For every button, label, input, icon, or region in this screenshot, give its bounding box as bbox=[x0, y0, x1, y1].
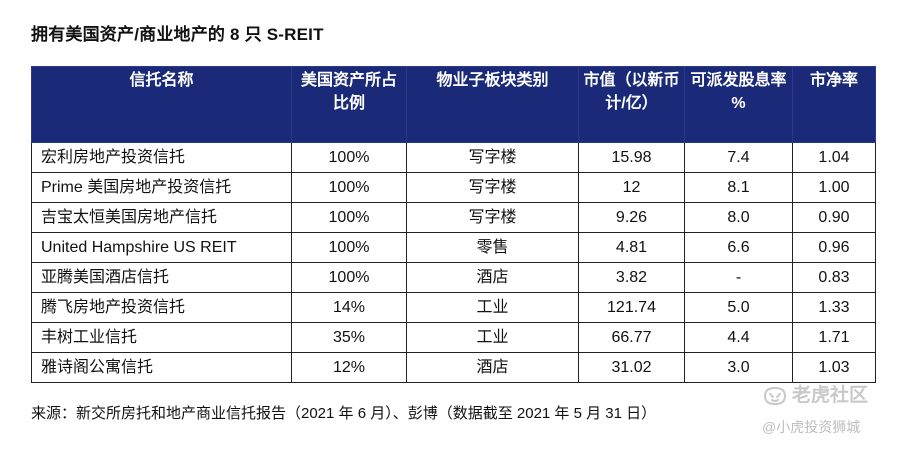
cell-subsector: 工业 bbox=[406, 292, 579, 323]
cell-trust-name: United Hampshire US REIT bbox=[31, 232, 292, 263]
source-note: 来源：新交所房托和地产商业信托报告（2021 年 6 月）、彭博（数据截至 20… bbox=[31, 405, 657, 422]
cell-subsector: 工业 bbox=[406, 322, 579, 353]
cell-subsector: 写字楼 bbox=[406, 142, 579, 173]
cell-price-to-book: 0.96 bbox=[792, 232, 876, 263]
cell-subsector: 写字楼 bbox=[406, 172, 579, 203]
cell-us-asset-share: 100% bbox=[291, 202, 407, 233]
table-row: 腾飞房地产投资信托 14% 工业 121.74 5.0 1.33 bbox=[31, 292, 876, 323]
cell-market-cap: 12 bbox=[578, 172, 685, 203]
header-price-to-book: 市净率 bbox=[792, 66, 876, 143]
cell-price-to-book: 0.83 bbox=[792, 262, 876, 293]
header-market-cap: 市值（以新币计/亿） bbox=[578, 66, 685, 143]
table-row: 雅诗阁公寓信托 12% 酒店 31.02 3.0 1.03 bbox=[31, 352, 876, 383]
table-row: 宏利房地产投资信托 100% 写字楼 15.98 7.4 1.04 bbox=[31, 142, 876, 173]
header-dividend-yield: 可派发股息率 % bbox=[684, 66, 793, 143]
cell-dividend-yield: 8.0 bbox=[684, 202, 793, 233]
table-row: Prime 美国房地产投资信托 100% 写字楼 12 8.1 1.00 bbox=[31, 172, 876, 203]
table-row: 丰树工业信托 35% 工业 66.77 4.4 1.71 bbox=[31, 322, 876, 353]
cell-price-to-book: 1.03 bbox=[792, 352, 876, 383]
watermark-handle: @小虎投资狮城 bbox=[762, 419, 861, 435]
cell-us-asset-share: 12% bbox=[291, 352, 407, 383]
watermark: 老虎社区 bbox=[762, 380, 868, 407]
cell-price-to-book: 1.00 bbox=[792, 172, 876, 203]
header-subsector: 物业子板块类别 bbox=[406, 66, 579, 143]
cell-subsector: 零售 bbox=[406, 232, 579, 263]
cell-trust-name: 宏利房地产投资信托 bbox=[31, 142, 292, 173]
cell-trust-name: 腾飞房地产投资信托 bbox=[31, 292, 292, 323]
cell-price-to-book: 1.71 bbox=[792, 322, 876, 353]
cell-market-cap: 121.74 bbox=[578, 292, 685, 323]
header-trust-name: 信托名称 bbox=[31, 66, 292, 143]
cell-market-cap: 31.02 bbox=[578, 352, 685, 383]
cell-market-cap: 9.26 bbox=[578, 202, 685, 233]
cell-subsector: 酒店 bbox=[406, 262, 579, 293]
cell-us-asset-share: 35% bbox=[291, 322, 407, 353]
cell-market-cap: 15.98 bbox=[578, 142, 685, 173]
cell-us-asset-share: 100% bbox=[291, 142, 407, 173]
cell-dividend-yield: 8.1 bbox=[684, 172, 793, 203]
header-us-asset-share: 美国资产所占比例 bbox=[291, 66, 407, 143]
table-title: 拥有美国资产/商业地产的 8 只 S-REIT bbox=[31, 25, 324, 44]
cell-price-to-book: 0.90 bbox=[792, 202, 876, 233]
cell-trust-name: 亚腾美国酒店信托 bbox=[31, 262, 292, 293]
cell-subsector: 写字楼 bbox=[406, 202, 579, 233]
cell-price-to-book: 1.33 bbox=[792, 292, 876, 323]
cell-dividend-yield: 7.4 bbox=[684, 142, 793, 173]
cell-trust-name: 丰树工业信托 bbox=[31, 322, 292, 353]
cell-trust-name: 雅诗阁公寓信托 bbox=[31, 352, 292, 383]
cell-dividend-yield: - bbox=[684, 262, 793, 293]
tiger-logo-icon bbox=[762, 385, 788, 407]
cell-market-cap: 66.77 bbox=[578, 322, 685, 353]
cell-market-cap: 3.82 bbox=[578, 262, 685, 293]
cell-us-asset-share: 14% bbox=[291, 292, 407, 323]
cell-dividend-yield: 5.0 bbox=[684, 292, 793, 323]
table-row: United Hampshire US REIT 100% 零售 4.81 6.… bbox=[31, 232, 876, 263]
cell-trust-name: Prime 美国房地产投资信托 bbox=[31, 172, 292, 203]
cell-dividend-yield: 4.4 bbox=[684, 322, 793, 353]
table-row: 亚腾美国酒店信托 100% 酒店 3.82 - 0.83 bbox=[31, 262, 876, 293]
cell-market-cap: 4.81 bbox=[578, 232, 685, 263]
cell-subsector: 酒店 bbox=[406, 352, 579, 383]
cell-dividend-yield: 3.0 bbox=[684, 352, 793, 383]
cell-us-asset-share: 100% bbox=[291, 172, 407, 203]
cell-us-asset-share: 100% bbox=[291, 262, 407, 293]
reit-table: 信托名称 美国资产所占比例 物业子板块类别 市值（以新币计/亿） 可派发股息率 … bbox=[31, 66, 876, 383]
cell-us-asset-share: 100% bbox=[291, 232, 407, 263]
table-header-row: 信托名称 美国资产所占比例 物业子板块类别 市值（以新币计/亿） 可派发股息率 … bbox=[31, 66, 876, 143]
cell-trust-name: 吉宝太恒美国房地产信托 bbox=[31, 202, 292, 233]
table-row: 吉宝太恒美国房地产信托 100% 写字楼 9.26 8.0 0.90 bbox=[31, 202, 876, 233]
watermark-brand: 老虎社区 bbox=[792, 385, 869, 406]
cell-dividend-yield: 6.6 bbox=[684, 232, 793, 263]
cell-price-to-book: 1.04 bbox=[792, 142, 876, 173]
